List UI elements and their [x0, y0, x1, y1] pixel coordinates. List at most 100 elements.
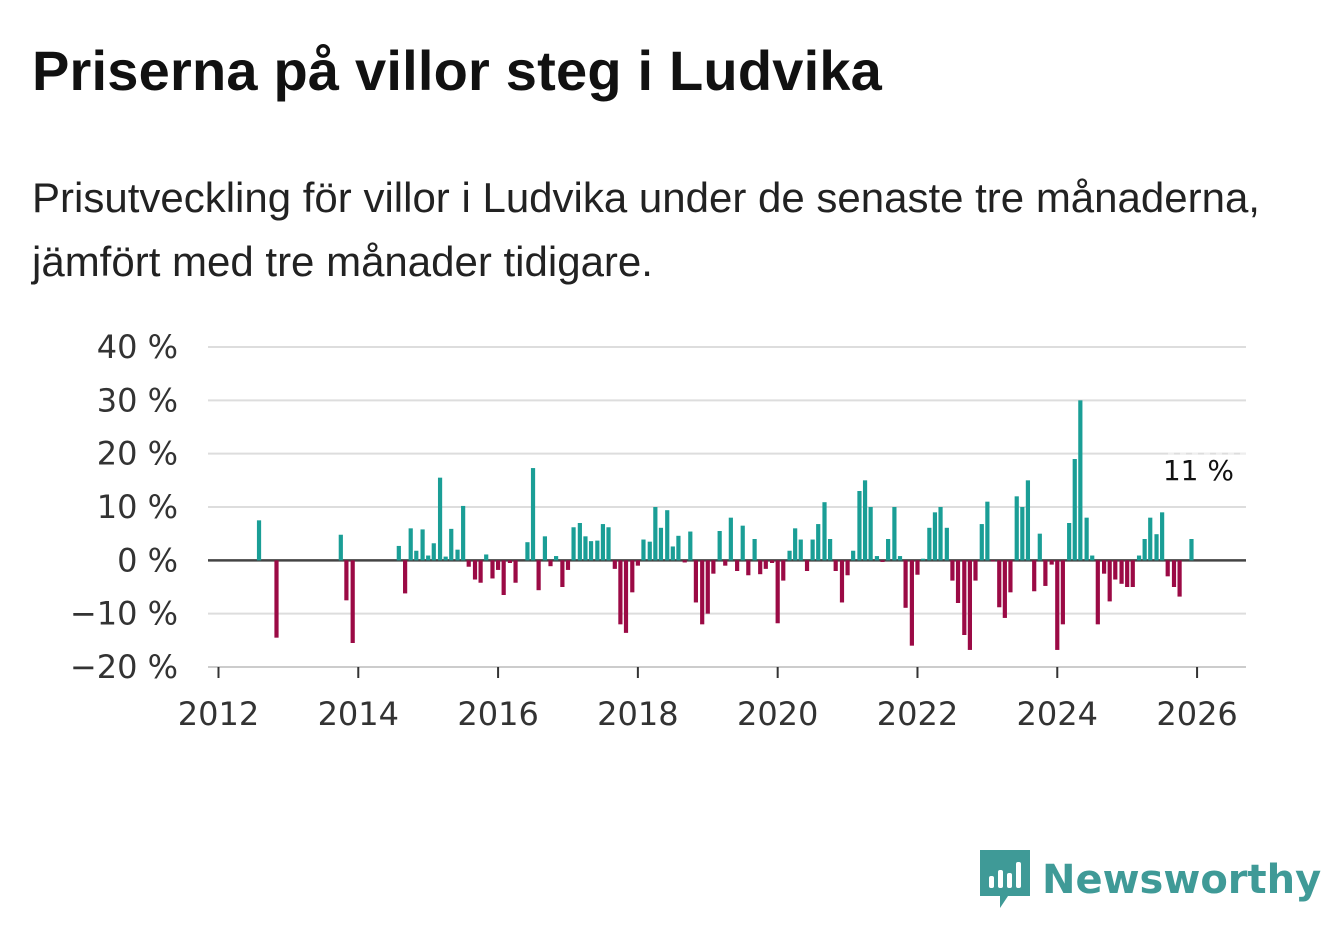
bar — [735, 560, 740, 571]
bar — [478, 560, 483, 583]
y-tick-label: −20 % — [70, 648, 178, 686]
bar — [1014, 496, 1019, 561]
bar-chart: −20 %−10 %0 %10 %20 %30 %40 % 2012 2014 20… — [70, 328, 1246, 733]
bar — [897, 556, 903, 561]
y-tick-label: 0 % — [117, 541, 178, 579]
bar — [862, 480, 868, 561]
bar — [693, 560, 698, 603]
bar — [688, 531, 693, 561]
y-tick-label: −10 % — [70, 595, 178, 633]
bar — [1084, 517, 1089, 561]
bar — [461, 505, 466, 561]
bar — [932, 512, 938, 561]
y-tick-label: 20 % — [97, 435, 178, 473]
y-tick-label: 10 % — [97, 488, 178, 526]
bar — [979, 524, 984, 561]
bar — [775, 560, 780, 624]
bar — [408, 528, 413, 561]
bar — [1078, 400, 1083, 561]
bar — [443, 556, 448, 561]
bar — [653, 507, 658, 561]
bar — [420, 529, 425, 561]
x-tick-label: 2018 — [597, 695, 678, 733]
bar — [822, 502, 827, 561]
bar — [484, 554, 489, 561]
bar — [950, 560, 955, 581]
y-axis: −20 % −10 % 0 % 10 % 20 % 30 % 40 % — [70, 328, 178, 686]
bar — [851, 550, 856, 561]
bar — [472, 560, 478, 580]
bar — [717, 531, 722, 561]
bar — [583, 536, 588, 561]
bar — [658, 527, 664, 561]
bar — [1067, 523, 1072, 561]
bar — [1025, 480, 1031, 561]
bar — [1136, 555, 1142, 561]
bar — [973, 560, 978, 581]
bar — [728, 517, 733, 561]
y-tick-label: 40 % — [97, 328, 178, 366]
bar — [705, 560, 710, 614]
bar — [915, 560, 920, 575]
bar — [1095, 560, 1100, 625]
x-tick-label: 2012 — [178, 695, 259, 733]
x-axis: 2012 2014 2016 2018 2020 2022 2024 2026 — [178, 666, 1246, 733]
y-tick-label: 30 % — [97, 381, 178, 419]
bar — [845, 560, 850, 576]
bar — [630, 560, 635, 593]
bar — [985, 501, 990, 561]
bar — [274, 560, 279, 638]
bar — [1072, 459, 1077, 561]
bar — [606, 527, 611, 561]
bar — [874, 556, 880, 561]
bar — [676, 535, 681, 561]
x-tick-label: 2024 — [1017, 695, 1098, 733]
bar — [990, 560, 996, 562]
bar — [1160, 512, 1165, 561]
bar — [577, 523, 582, 561]
bar — [903, 560, 908, 608]
newsworthy-logo-icon — [980, 850, 1030, 908]
bar — [1060, 560, 1065, 625]
bar-series — [256, 400, 1194, 650]
bar — [338, 534, 343, 561]
bar — [536, 560, 541, 591]
bar — [944, 527, 949, 561]
bar — [495, 560, 501, 570]
bar — [490, 560, 495, 579]
bar — [816, 524, 821, 561]
bar — [1130, 560, 1135, 587]
bar — [501, 560, 506, 595]
bar — [700, 560, 705, 625]
bar — [344, 560, 349, 601]
bar — [798, 539, 803, 561]
bar — [403, 560, 408, 594]
bar — [1119, 560, 1124, 584]
bar — [530, 468, 536, 561]
bar — [927, 527, 932, 561]
bar — [542, 536, 548, 561]
bar — [711, 560, 716, 574]
bar — [513, 560, 518, 583]
bar — [892, 507, 897, 561]
x-tick-label: 2026 — [1156, 695, 1237, 733]
bar — [1020, 507, 1025, 561]
bar — [1165, 560, 1170, 577]
bar — [781, 560, 786, 581]
bar — [396, 545, 401, 561]
bar — [507, 560, 513, 563]
newsworthy-brand: Newsworthy — [980, 848, 1321, 912]
bar — [723, 560, 728, 566]
bar — [938, 507, 943, 561]
bar — [588, 541, 594, 561]
bar — [414, 550, 419, 561]
chart-title: Priserna på villor steg i Ludvika — [32, 39, 883, 102]
bar — [1102, 560, 1107, 574]
bar — [740, 525, 745, 561]
bar — [857, 491, 862, 561]
bar — [1154, 534, 1159, 561]
bar — [909, 560, 914, 646]
bar — [1177, 560, 1182, 597]
bar — [560, 560, 565, 587]
bar — [437, 477, 443, 561]
